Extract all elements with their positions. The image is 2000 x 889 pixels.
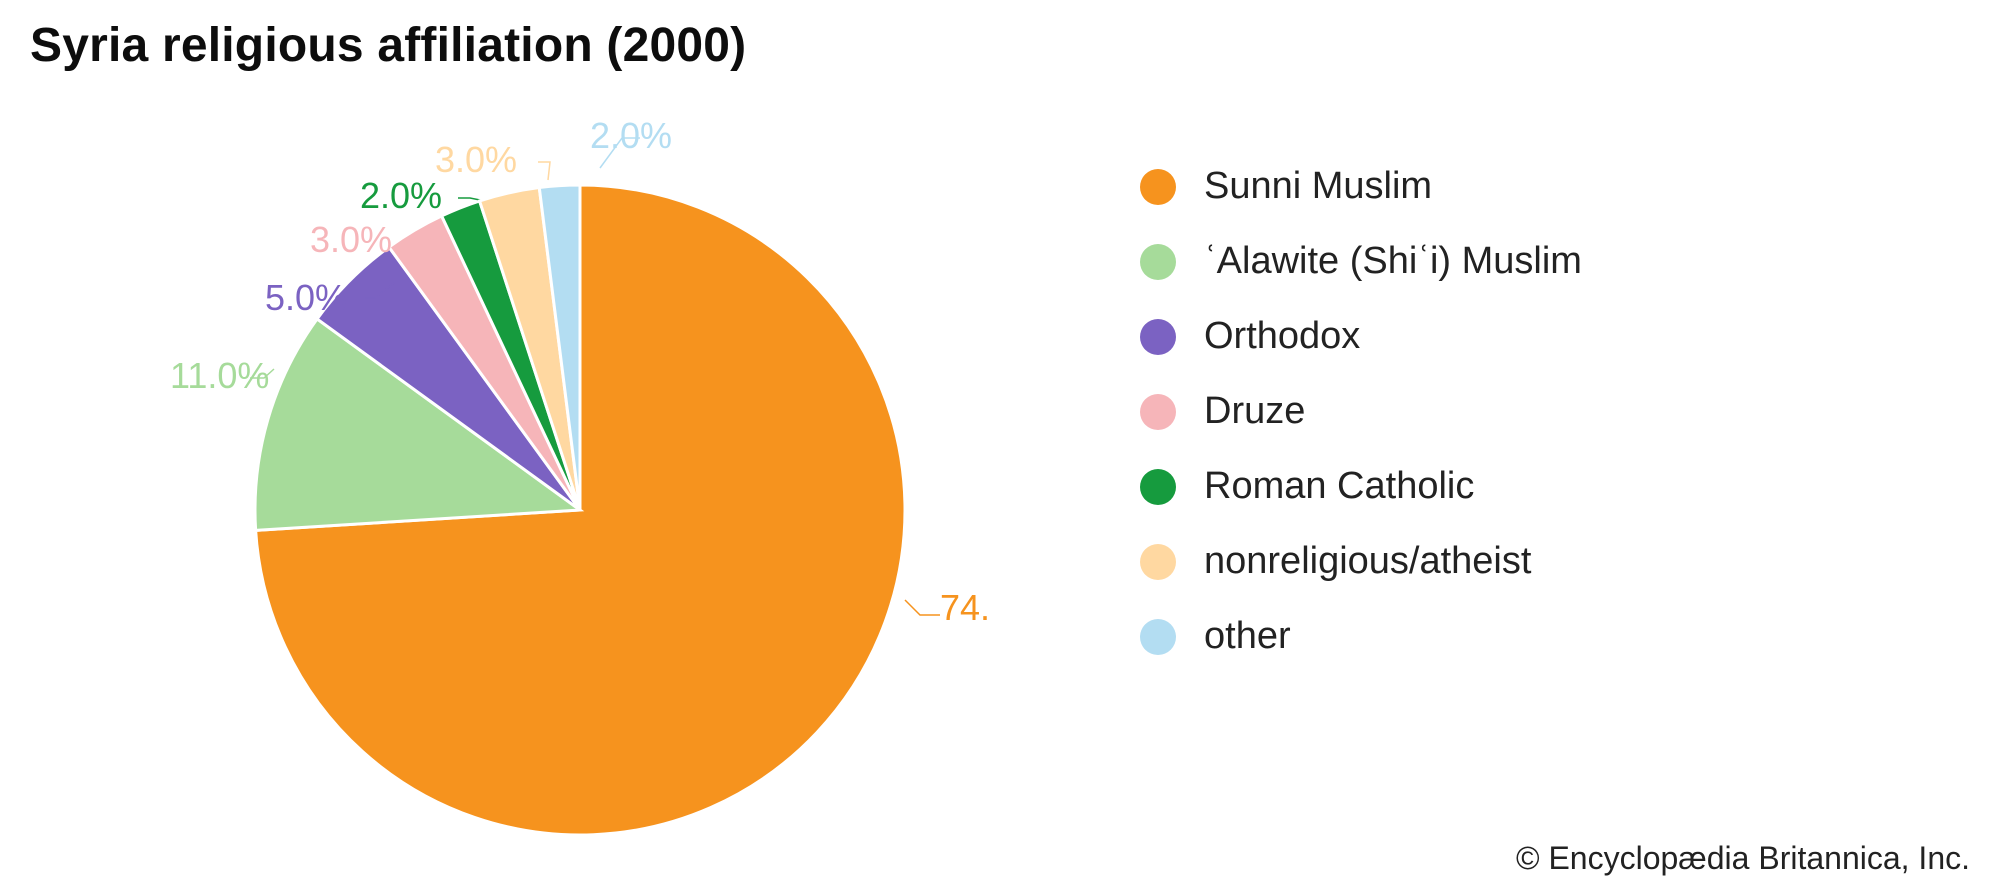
legend-item: Roman Catholic	[1140, 465, 1940, 508]
slice-label-druze: 3.0%	[310, 219, 392, 260]
leader-line	[905, 600, 940, 615]
legend-label: Sunni Muslim	[1204, 165, 1432, 208]
legend-label: Roman Catholic	[1204, 465, 1474, 508]
legend-item: other	[1140, 615, 1940, 658]
legend-swatch	[1140, 169, 1176, 205]
legend-swatch	[1140, 319, 1176, 355]
legend-item: Druze	[1140, 390, 1940, 433]
slice-label-roman-catholic: 2.0%	[360, 175, 442, 216]
slice-label-other: 2.0%	[590, 115, 672, 156]
legend: Sunni Muslim ʿAlawite (Shiʿi) Muslim Ortho…	[1140, 165, 1940, 690]
legend-swatch	[1140, 619, 1176, 655]
leader-line	[538, 162, 550, 180]
legend-label: ʿAlawite (Shiʿi) Muslim	[1204, 240, 1582, 283]
legend-label: nonreligious/atheist	[1204, 540, 1531, 583]
credit-line: © Encyclopædia Britannica, Inc.	[1516, 840, 1970, 877]
slice-label-nonreligious-atheist: 3.0%	[435, 139, 517, 180]
legend-swatch	[1140, 394, 1176, 430]
legend-swatch	[1140, 469, 1176, 505]
slice-label-orthodox: 5.0%	[265, 277, 347, 318]
slice-label-sunni-muslim: 74.0%	[940, 587, 990, 628]
legend-item: Sunni Muslim	[1140, 165, 1940, 208]
chart-title: Syria religious affiliation (2000)	[30, 18, 746, 73]
legend-item: Orthodox	[1140, 315, 1940, 358]
legend-swatch	[1140, 244, 1176, 280]
legend-item: nonreligious/atheist	[1140, 540, 1940, 583]
pie-chart: 74.0%11.0%5.0%3.0%2.0%3.0%2.0%	[170, 80, 990, 860]
legend-label: other	[1204, 615, 1291, 658]
legend-label: Druze	[1204, 390, 1305, 433]
slice-label-alawite-shi-i-muslim: 11.0%	[170, 355, 269, 396]
legend-swatch	[1140, 544, 1176, 580]
legend-label: Orthodox	[1204, 315, 1360, 358]
legend-item: ʿAlawite (Shiʿi) Muslim	[1140, 240, 1940, 283]
